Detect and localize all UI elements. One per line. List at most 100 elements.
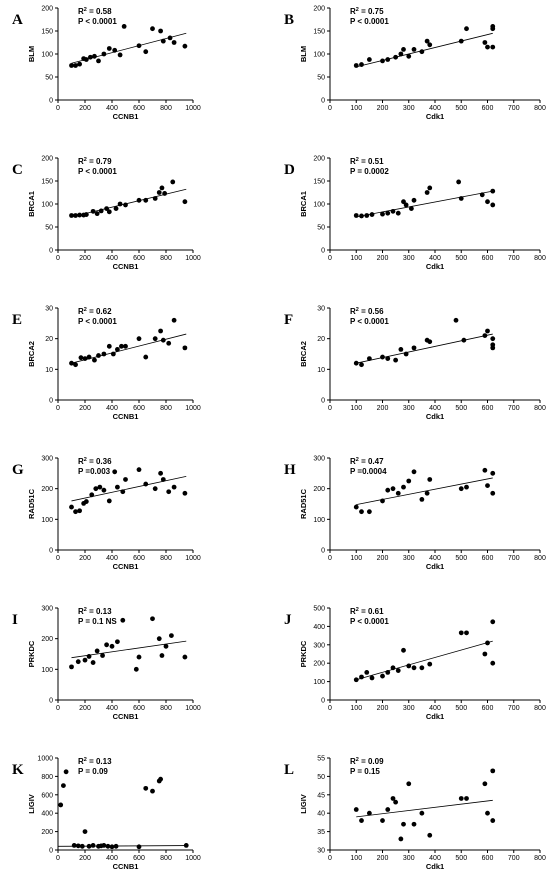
r-squared-label: R2 = 0.56	[350, 307, 384, 316]
x-tick-label: 800	[160, 555, 172, 562]
data-point	[482, 467, 488, 473]
x-tick-label: 700	[508, 255, 520, 262]
data-point	[411, 345, 417, 351]
data-point	[482, 651, 488, 657]
data-point	[427, 661, 433, 667]
y-tick-label: 100	[313, 202, 325, 209]
x-tick-label: 800	[534, 705, 546, 712]
data-point	[61, 783, 66, 788]
x-tick-label: 600	[133, 405, 145, 412]
data-point	[369, 212, 375, 217]
data-point	[123, 202, 128, 208]
panel-letter: J	[284, 612, 292, 628]
x-tick-label: 600	[482, 405, 494, 412]
y-tick-label: 200	[41, 156, 53, 163]
data-point	[156, 636, 162, 642]
p-value-label: P =0.0004	[350, 467, 387, 476]
y-tick-label: 0	[321, 248, 325, 255]
data-point	[385, 210, 391, 216]
data-point	[458, 630, 464, 636]
data-point	[458, 196, 464, 201]
x-axis-label: Cdk1	[426, 412, 444, 421]
data-point	[359, 818, 364, 823]
y-tick-label: 150	[41, 29, 53, 36]
x-tick-label: 600	[133, 105, 145, 112]
x-tick-label: 700	[508, 855, 520, 862]
x-tick-label: 600	[482, 855, 494, 862]
data-point	[112, 469, 118, 475]
y-tick-label: 10	[45, 367, 53, 374]
data-point	[427, 832, 433, 838]
x-tick-label: 0	[56, 405, 60, 412]
data-point	[117, 52, 123, 58]
x-tick-label: 800	[160, 705, 172, 712]
data-point	[380, 58, 385, 64]
x-tick-label: 200	[79, 855, 91, 862]
data-point	[166, 489, 172, 495]
x-axis-label: Cdk1	[426, 862, 444, 871]
trend-line	[356, 799, 493, 818]
y-tick-label: 55	[317, 756, 325, 763]
x-tick-label: 0	[328, 405, 332, 412]
y-tick-label: 30	[317, 848, 325, 855]
data-point	[401, 647, 406, 653]
data-point	[385, 670, 391, 675]
y-tick-label: 50	[317, 774, 325, 781]
data-point	[419, 665, 425, 671]
data-point	[82, 657, 88, 663]
data-point	[156, 190, 162, 195]
x-tick-label: 1000	[185, 855, 201, 862]
data-point	[359, 509, 364, 515]
data-point	[143, 785, 149, 791]
panel-i: I 0 200 400 600 800 1000 0 100 200 300 CCNB1 PRKDC R2…	[12, 606, 201, 722]
data-point	[96, 58, 101, 64]
x-axis-label: CCNB1	[113, 562, 139, 571]
y-tick-label: 800	[41, 774, 53, 781]
data-point	[411, 47, 417, 52]
data-point	[385, 807, 391, 812]
data-point	[119, 343, 124, 349]
data-point	[458, 486, 464, 492]
y-axis-label: BRCA1	[299, 191, 308, 217]
data-point	[482, 333, 488, 338]
x-tick-label: 0	[328, 855, 332, 862]
x-tick-label: 0	[328, 255, 332, 262]
data-point	[170, 179, 176, 185]
data-point	[393, 799, 399, 805]
x-axis-label: Cdk1	[426, 562, 444, 571]
data-point	[77, 61, 82, 67]
data-point	[86, 843, 92, 849]
data-point	[152, 336, 158, 342]
y-tick-label: 300	[41, 606, 53, 613]
data-point	[482, 781, 488, 787]
data-point	[385, 487, 391, 493]
x-tick-label: 400	[106, 555, 118, 562]
x-tick-label: 200	[79, 255, 91, 262]
y-tick-label: 600	[41, 792, 53, 799]
data-point	[485, 328, 490, 334]
y-tick-label: 30	[45, 306, 53, 313]
y-axis-label: RAD51C	[299, 488, 308, 519]
data-point	[120, 489, 126, 495]
panel-c: C 0 200 400 600 800 1000 0 50 100 150 200 CCNB1 BRCA1…	[12, 156, 201, 272]
x-tick-label: 100	[350, 555, 362, 562]
y-axis-label: BRCA1	[27, 191, 36, 217]
p-value-label: P = 0.09	[78, 767, 108, 776]
data-point	[424, 38, 430, 44]
data-point	[380, 211, 385, 217]
data-point	[490, 490, 496, 496]
y-tick-label: 0	[49, 848, 53, 855]
data-point	[75, 659, 81, 665]
data-point	[485, 44, 490, 50]
data-point	[101, 351, 107, 357]
data-point	[73, 509, 78, 515]
data-point	[395, 490, 401, 496]
y-tick-label: 0	[321, 398, 325, 405]
data-point	[169, 633, 174, 638]
x-tick-label: 200	[377, 105, 389, 112]
y-tick-label: 500	[313, 606, 325, 613]
data-point	[411, 197, 417, 203]
x-tick-label: 0	[56, 255, 60, 262]
data-point	[359, 213, 364, 219]
data-point	[143, 49, 149, 55]
